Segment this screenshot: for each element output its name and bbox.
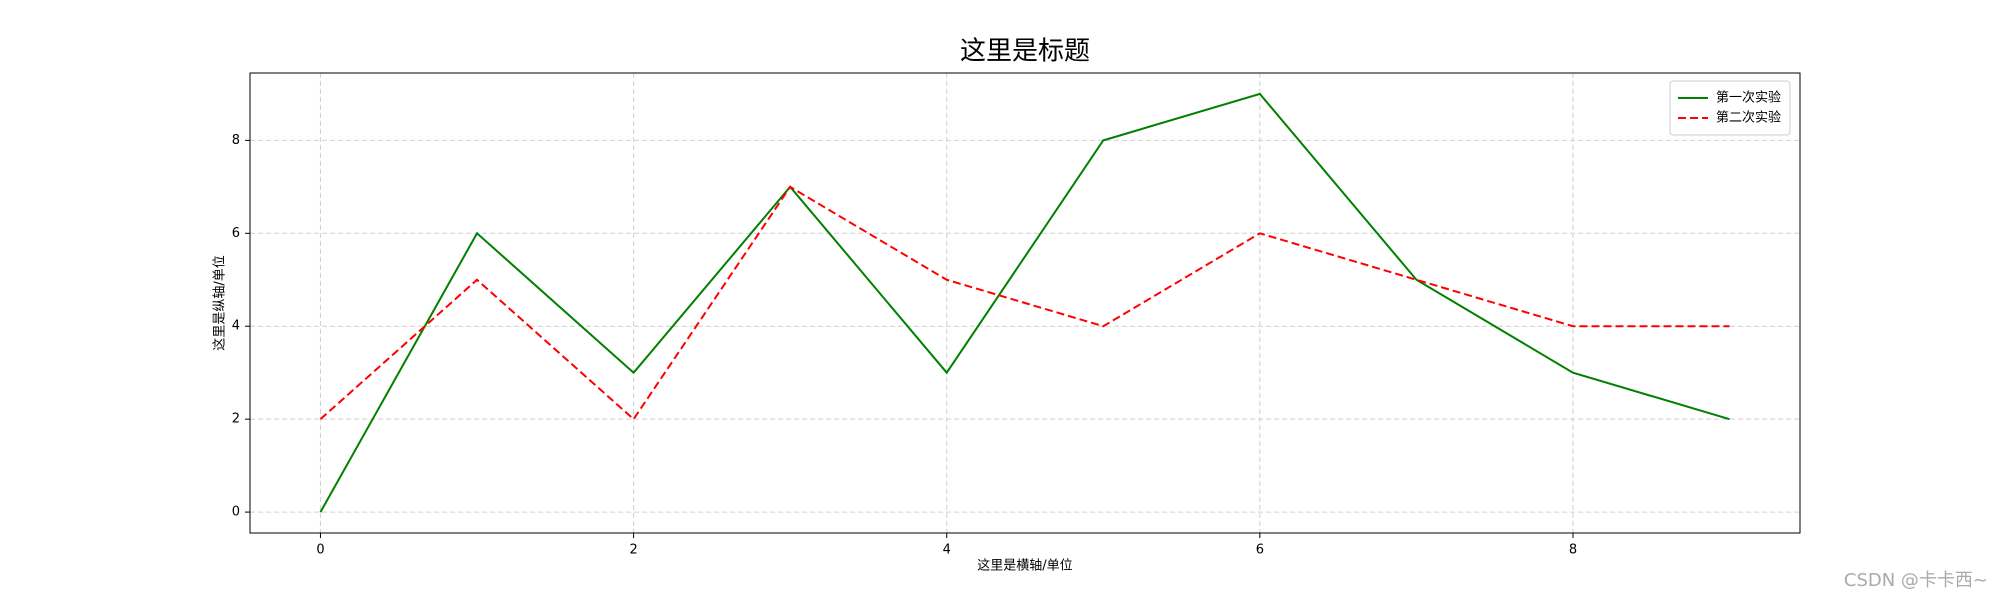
legend-box xyxy=(1669,80,1791,136)
y-tick-label: 4 xyxy=(232,319,240,334)
x-tick-label: 2 xyxy=(629,543,637,558)
legend-label: 第一次实验 xyxy=(1716,90,1781,106)
y-tick-label: 0 xyxy=(232,505,240,520)
legend-label: 第二次实验 xyxy=(1716,110,1781,126)
chart-title: 这里是标题 xyxy=(960,37,1090,67)
watermark: CSDN @卡卡西~ xyxy=(1844,570,1988,591)
x-tick-label: 6 xyxy=(1256,543,1264,558)
y-axis-label: 这里是纵轴/单位 xyxy=(212,255,228,350)
data-line xyxy=(319,92,1730,513)
y-tick-label: 8 xyxy=(232,133,240,148)
y-tick-label: 6 xyxy=(232,226,240,241)
y-tick-label: 2 xyxy=(232,412,240,427)
x-axis-label: 这里是横轴/单位 xyxy=(977,558,1072,574)
x-tick-label: 4 xyxy=(943,543,951,558)
data-line xyxy=(319,185,1730,421)
x-tick-label: 0 xyxy=(316,543,324,558)
plot-frame xyxy=(249,72,1801,534)
x-tick-label: 8 xyxy=(1569,543,1577,558)
